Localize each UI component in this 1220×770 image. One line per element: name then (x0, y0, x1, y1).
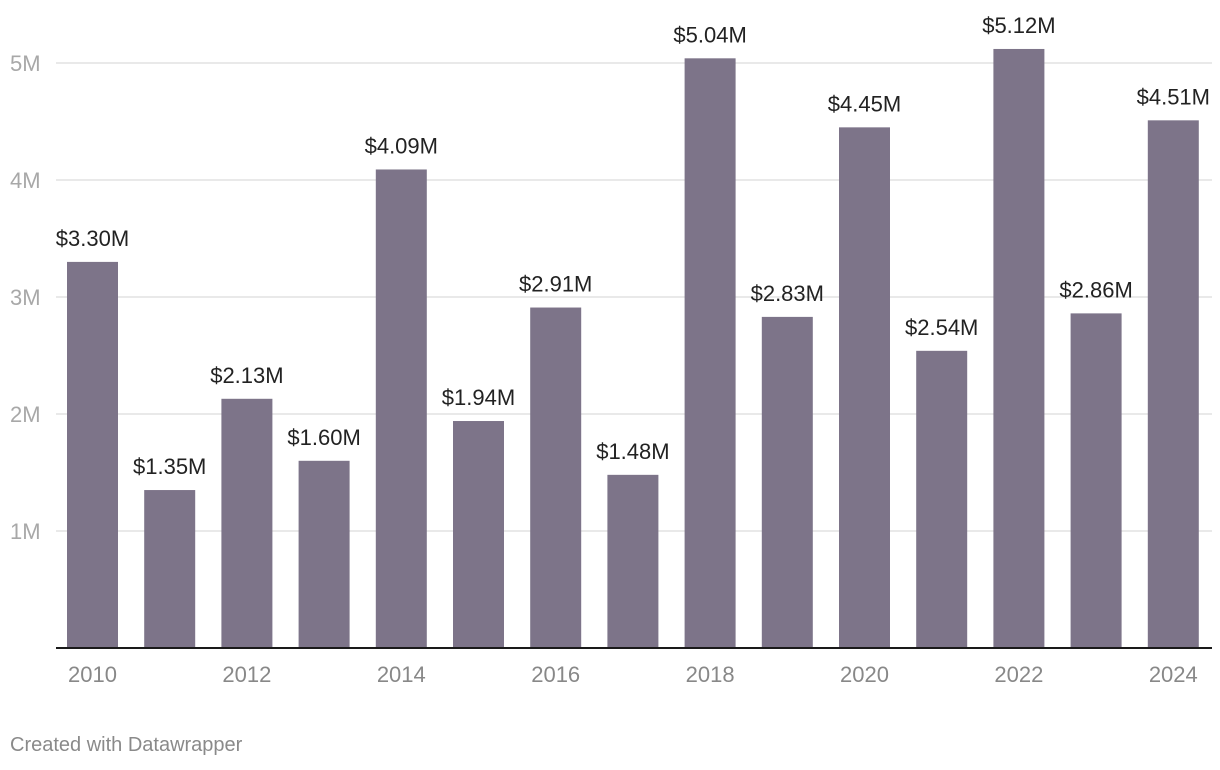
x-tick-label: 2012 (222, 662, 271, 687)
data-label: $5.12M (982, 13, 1055, 38)
data-label: $1.48M (596, 439, 669, 464)
y-tick-label: 3M (10, 285, 41, 310)
bar (144, 490, 196, 648)
bar (1070, 313, 1122, 648)
y-tick-label: 5M (10, 51, 41, 76)
y-axis-ticks: 1M 2M 3M 4M 5M (10, 51, 41, 544)
bars (67, 48, 1199, 649)
x-tick-label: 2024 (1149, 662, 1198, 687)
data-label: $1.35M (133, 454, 206, 479)
bar (1147, 120, 1199, 648)
bar (375, 169, 427, 648)
x-tick-label: 2022 (994, 662, 1043, 687)
bar (298, 460, 350, 648)
data-label: $2.91M (519, 272, 592, 297)
data-label: $5.04M (673, 22, 746, 47)
bar (761, 316, 813, 648)
data-label: $2.83M (751, 281, 824, 306)
bar (916, 350, 968, 648)
data-label: $4.51M (1137, 84, 1210, 109)
y-tick-label: 2M (10, 402, 41, 427)
data-label: $3.30M (56, 226, 129, 251)
x-tick-label: 2020 (840, 662, 889, 687)
bar (684, 58, 736, 648)
data-label: $2.86M (1059, 277, 1132, 302)
x-tick-label: 2016 (531, 662, 580, 687)
bar (453, 421, 504, 648)
x-tick-label: 2010 (68, 662, 117, 687)
bar (993, 48, 1045, 648)
bar (530, 307, 582, 648)
data-label: $2.13M (210, 363, 283, 388)
bar (839, 127, 890, 649)
data-label: $1.60M (287, 425, 360, 450)
data-label: $1.94M (442, 385, 515, 410)
data-label: $4.45M (828, 91, 901, 116)
x-tick-label: 2018 (686, 662, 735, 687)
bar (221, 398, 273, 648)
footer-credit: Created with Datawrapper (10, 734, 243, 756)
x-axis-ticks: 2010 2012 2014 2016 2018 2020 2022 2024 (68, 662, 1198, 687)
bar-chart: 1M 2M 3M 4M 5M $3.30M $1.35M $2.13M $1.60M $4.09… (10, 13, 1212, 687)
y-tick-label: 1M (10, 519, 41, 544)
data-labels: $3.30M $1.35M $2.13M $1.60M $4.09M $1.94M $2.9… (56, 13, 1210, 479)
data-label: $2.54M (905, 315, 978, 340)
bar (607, 474, 659, 648)
bar (67, 261, 118, 648)
data-label: $4.09M (365, 133, 438, 158)
y-tick-label: 4M (10, 168, 41, 193)
x-tick-label: 2014 (377, 662, 426, 687)
